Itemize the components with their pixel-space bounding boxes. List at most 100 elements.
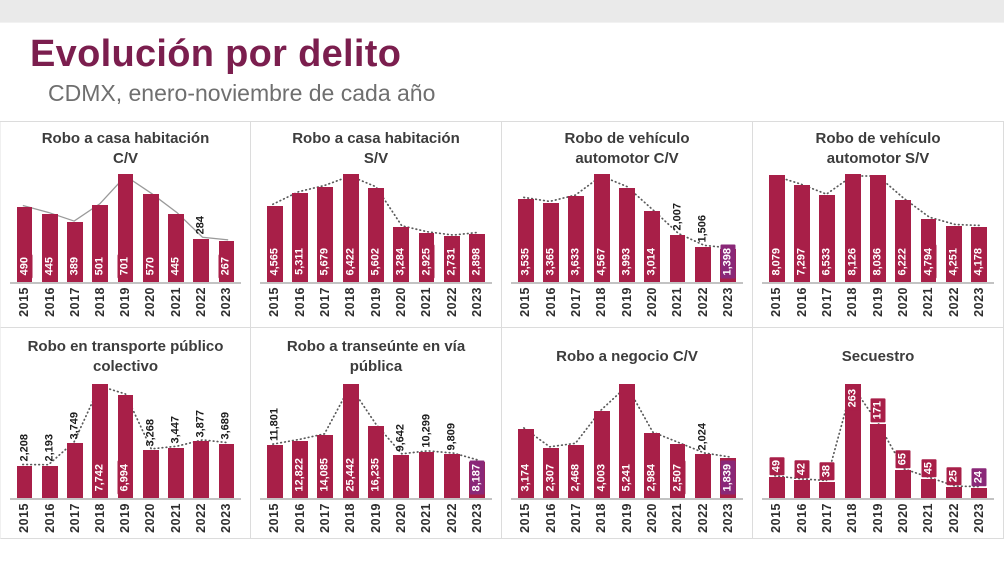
chart-panel: Robo a casa habitación S/V 4,565 5,311 5,6… — [251, 122, 502, 329]
year-label: 2018 — [594, 503, 609, 534]
x-axis-tick: 2018 — [88, 287, 113, 327]
chart-panel: Robo a casa habitación C/V 490 445 389 501 7… — [0, 122, 251, 329]
bar — [393, 455, 410, 499]
page-header: Evolución por delito CDMX, enero-noviemb… — [0, 23, 1004, 107]
bar — [971, 487, 988, 499]
year-label: 2019 — [619, 503, 634, 534]
bar-slot: 6,994 — [113, 384, 138, 499]
year-label: 2019 — [368, 503, 383, 534]
bar-slot: 2,898 — [465, 174, 490, 283]
chart-plot-area: 49 42 38 263 171 65 45 25 24 — [762, 384, 994, 501]
x-axis-tick: 2020 — [891, 503, 916, 538]
bar-slot: 3,365 — [538, 174, 563, 283]
x-axis-tick: 2021 — [916, 287, 941, 327]
x-axis-labels: 2015 2016 2017 2018 2019 2020 2021 2022 2023 — [10, 503, 241, 538]
bar-value-label: 3,689 — [219, 412, 232, 440]
x-axis-tick: 2017 — [564, 287, 589, 327]
x-axis-tick: 2017 — [62, 503, 87, 538]
year-label: 2021 — [419, 287, 434, 318]
year-label: 2017 — [67, 287, 82, 318]
bar — [669, 234, 686, 283]
chart-panel: Robo de vehículo automotor C/V 3,535 3,36… — [502, 122, 753, 329]
x-axis-tick: 2020 — [138, 503, 163, 538]
x-axis-tick: 2022 — [189, 503, 214, 538]
x-axis-tick: 2019 — [363, 287, 388, 327]
bar — [444, 236, 460, 283]
bar-value-label: 38 — [819, 461, 835, 480]
bar — [695, 246, 711, 283]
bar-slot: 2,024 — [690, 384, 715, 499]
x-axis-tick: 2022 — [941, 503, 966, 538]
bar — [218, 443, 235, 499]
x-axis-tick: 2022 — [941, 287, 966, 327]
bar-slot: 2,468 — [564, 384, 589, 499]
bar-slot: 1,398 — [716, 174, 741, 283]
bar-slot: 2,193 — [37, 384, 62, 499]
page-title: Evolución por delito — [30, 33, 402, 75]
year-label: 2023 — [972, 503, 987, 534]
bar — [42, 466, 58, 499]
bar-slot: 5,602 — [363, 174, 388, 283]
x-axis-tick: 2015 — [764, 287, 789, 327]
x-axis-tick: 2017 — [313, 287, 338, 327]
x-axis-tick: 2018 — [589, 287, 614, 327]
x-axis-tick: 2019 — [865, 287, 890, 327]
x-axis-tick: 2022 — [690, 287, 715, 327]
x-axis-labels: 2015 2016 2017 2018 2019 2020 2021 2022 2023 — [762, 287, 994, 327]
bar — [168, 213, 184, 283]
year-label: 2023 — [721, 503, 736, 534]
bar — [168, 447, 184, 499]
bar-slot: 10,299 — [414, 384, 439, 499]
bar — [266, 205, 283, 283]
bar — [92, 384, 109, 499]
bar-slot: 7,297 — [789, 174, 814, 283]
bar-value-label: 3,447 — [169, 416, 182, 444]
bar — [292, 440, 308, 499]
year-label: 2017 — [569, 503, 584, 534]
bar-slot: 5,241 — [614, 384, 639, 499]
window-top-strip — [0, 0, 1004, 23]
bar-slot: 171 — [865, 384, 890, 499]
x-axis-tick: 2021 — [414, 287, 439, 327]
chart-title: Robo de vehículo automotor S/V — [815, 130, 941, 168]
bar — [895, 199, 912, 283]
bar — [142, 450, 159, 499]
x-axis-tick: 2016 — [287, 287, 312, 327]
bar-value-label: 9,809 — [445, 422, 458, 451]
bar — [619, 187, 635, 283]
bar-slot: 570 — [138, 174, 163, 283]
bar-value-label: 11,801 — [268, 408, 281, 442]
bar — [844, 384, 861, 499]
x-axis-tick: 2019 — [614, 287, 639, 327]
x-axis-tick: 2020 — [389, 503, 414, 538]
x-axis-labels: 2015 2016 2017 2018 2019 2020 2021 2022 2023 — [10, 287, 241, 327]
year-label: 2019 — [619, 287, 634, 318]
x-axis-tick: 2015 — [12, 503, 37, 538]
x-axis-tick: 2023 — [214, 503, 239, 538]
bar-slot: 11,801 — [262, 384, 287, 499]
bar-slot: 9,809 — [439, 384, 464, 499]
x-axis-tick: 2022 — [690, 503, 715, 538]
chart-plot-area: 8,079 7,297 6,533 8,126 8,036 6,222 4,794 4,251… — [762, 174, 994, 285]
year-label: 2022 — [193, 287, 208, 318]
bar — [393, 227, 410, 283]
year-label: 2023 — [470, 287, 485, 318]
bar-slot: 6,533 — [815, 174, 840, 283]
bar — [193, 238, 209, 283]
bar-slot: 38 — [815, 384, 840, 499]
bar-slot: 1,839 — [716, 384, 741, 499]
chart-title: Robo en transporte público colectivo — [27, 338, 224, 376]
bar — [517, 198, 534, 283]
bar — [368, 188, 384, 283]
year-label: 2017 — [569, 287, 584, 318]
bar — [870, 175, 886, 283]
x-axis-tick: 2018 — [840, 503, 865, 538]
bar-slot: 24 — [967, 384, 992, 499]
bar-value-label: 49 — [769, 456, 785, 476]
bar-slot: 4,565 — [262, 174, 287, 283]
year-label: 2019 — [870, 503, 885, 534]
x-axis-labels: 2015 2016 2017 2018 2019 2020 2021 2022 2023 — [762, 503, 994, 538]
bar-slot: 4,178 — [967, 174, 992, 283]
bar-slot: 6,222 — [891, 174, 916, 283]
bar-slot: 2,925 — [414, 174, 439, 283]
